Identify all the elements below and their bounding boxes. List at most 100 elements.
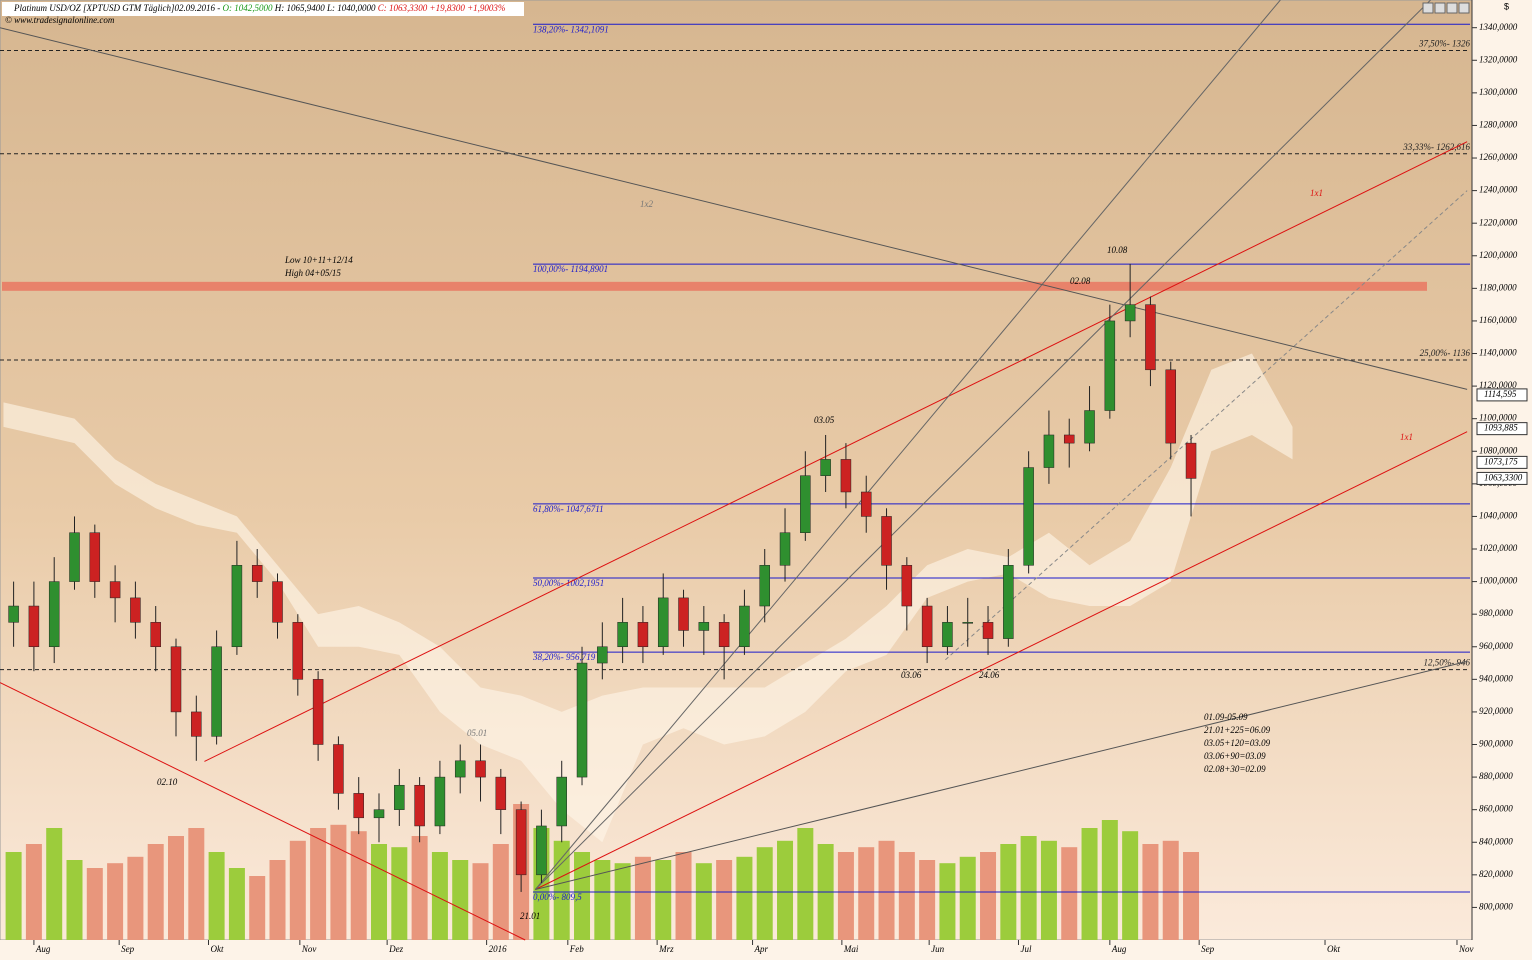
candle-body [312, 679, 324, 745]
volume-bar [350, 831, 367, 940]
fib-label: 138,20%- 1342,1091 [533, 24, 609, 34]
fib-label: 38,20%- 956,719 [532, 652, 596, 662]
trend-line [534, 0, 1431, 890]
trend-line [535, 660, 1468, 890]
fib-label: 100,00%- 1194,8901 [533, 264, 608, 274]
volume-bar [574, 852, 591, 940]
volume-bar [452, 860, 469, 940]
y-tick-label: 1260,0000 [1479, 152, 1518, 162]
candle-body [1063, 434, 1075, 444]
nav-button[interactable] [1458, 2, 1470, 14]
candle-body [597, 646, 608, 664]
candle-body [698, 622, 710, 631]
cycle-note: 03.05+120=03.09 [1204, 738, 1271, 748]
trend-line [0, 27, 1468, 390]
candle-body [89, 532, 101, 582]
y-tick-label: 1020,0000 [1479, 543, 1518, 553]
candle-body [150, 622, 161, 648]
volume-bar [756, 847, 773, 940]
candle-body [860, 491, 872, 517]
candle-body [962, 622, 973, 624]
nav-button[interactable] [1446, 2, 1458, 14]
candle-body [901, 565, 913, 607]
volume-bar [66, 860, 83, 940]
volume-bar [1183, 852, 1200, 940]
annotation: 05.01 [467, 728, 487, 738]
volume-bar [391, 847, 408, 940]
y-tick-label: 1200,0000 [1479, 250, 1518, 260]
y-tick-label: 1000,0000 [1479, 576, 1518, 586]
candle-body [8, 605, 19, 623]
volume-bar [837, 852, 854, 940]
volume-bar [492, 844, 509, 940]
source: © www.tradesignalonline.com [5, 15, 115, 25]
trend-line [535, 431, 1468, 890]
volume-bar [980, 852, 997, 940]
header-low: L: 1040,0000 [326, 3, 376, 13]
x-tick-label: Jun [931, 944, 944, 954]
y-tick-label: 1320,0000 [1479, 54, 1518, 64]
volume-bar [959, 856, 976, 940]
candle-body [678, 597, 689, 631]
header-text: Platinum USD/OZ [XPTUSD GTM Täglich]02.0… [13, 3, 505, 13]
volume-bar [594, 860, 611, 940]
x-tick-label: Okt [1327, 944, 1340, 954]
candle-body [759, 565, 770, 607]
candle-body [637, 622, 649, 648]
y-tick-label: 960,0000 [1479, 641, 1513, 651]
candle-body [109, 581, 121, 599]
y-tick-label: 1180,0000 [1479, 282, 1517, 292]
candle-body [800, 475, 811, 533]
volume-bar [695, 863, 712, 940]
candle-body [394, 784, 405, 810]
candle-body [333, 744, 344, 794]
y-tick-label: 860,0000 [1479, 804, 1513, 814]
volume-bar [86, 868, 103, 940]
volume-bar [919, 860, 936, 940]
volume-bar [1040, 840, 1057, 940]
candle-body [495, 776, 507, 810]
volume-bar [898, 852, 915, 940]
y-tick-label: 1040,0000 [1479, 510, 1518, 520]
volume-bar [675, 852, 692, 940]
volume-bar [797, 828, 814, 940]
header-close: C: 1063,3300 +19,8300 +1,9003% [378, 3, 506, 13]
candle-body [191, 711, 202, 737]
nav-button[interactable] [1422, 2, 1434, 14]
candle-body [1023, 467, 1034, 566]
candle-body [373, 809, 385, 819]
volume-bar [472, 863, 489, 940]
x-tick-label: Jul [1020, 944, 1031, 954]
annotation: High 04+05/15 [284, 268, 341, 278]
y-tick-label: 1280,0000 [1479, 120, 1518, 130]
header-name: Platinum USD/OZ [XPTUSD GTM Täglich]02.0… [13, 3, 220, 13]
candle-body [718, 622, 730, 648]
annotation: 1x1 [1310, 188, 1323, 198]
cycle-note: 02.08+30=02.09 [1204, 764, 1266, 774]
resistance-band [2, 281, 1427, 291]
header-high: H: 1065,9400 [274, 3, 325, 13]
candle-body [840, 459, 852, 493]
plot-area [0, 0, 1473, 941]
annotation: 02.08 [1070, 276, 1091, 286]
candle-body [779, 532, 791, 566]
trend-line [0, 682, 526, 941]
volume-bar [716, 860, 733, 940]
candle-body [231, 565, 243, 648]
candle-body [1104, 320, 1116, 411]
x-tick-label: Dez [388, 944, 403, 954]
candle-body [1185, 442, 1197, 479]
volume-bar [107, 863, 124, 940]
candle-body [982, 622, 994, 639]
y-tick-label: 1340,0000 [1479, 22, 1518, 32]
candle-body [251, 565, 263, 582]
volume-bar [1101, 820, 1118, 940]
volume-bar [208, 852, 225, 940]
y-tick-label: 820,0000 [1479, 869, 1513, 879]
volume-bar [371, 844, 388, 940]
candle-body [414, 784, 425, 827]
time-axis [0, 940, 1472, 960]
fib-label: 61,80%- 1047,6711 [533, 504, 604, 514]
nav-button[interactable] [1434, 2, 1446, 14]
